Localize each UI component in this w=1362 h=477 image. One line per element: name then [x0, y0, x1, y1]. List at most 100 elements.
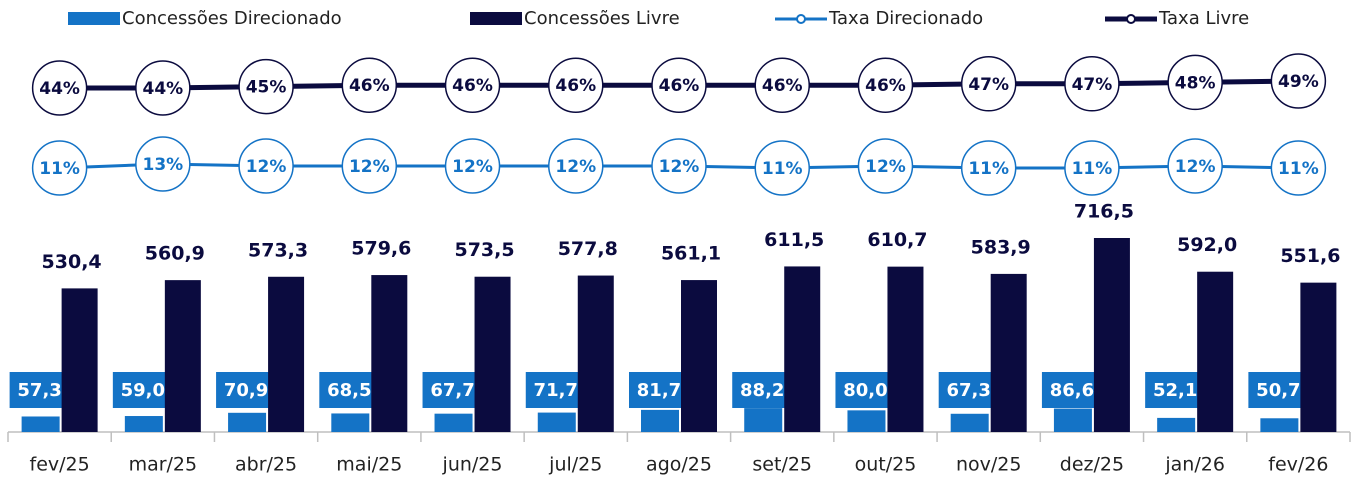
- data-label: 11%: [1072, 159, 1113, 179]
- data-label-box: [216, 372, 277, 408]
- x-tick-label: nov/25: [956, 454, 1022, 476]
- data-label: 592,0: [1177, 234, 1237, 256]
- data-label-box: [1248, 372, 1309, 408]
- marker: [754, 140, 810, 196]
- x-tick-label: mar/25: [129, 454, 198, 476]
- data-label: 530,4: [42, 251, 102, 273]
- legend-label: Concessões Livre: [524, 8, 680, 29]
- marker: [341, 57, 398, 113]
- data-label: 561,1: [661, 243, 721, 265]
- marker: [444, 138, 501, 194]
- data-label-box: [835, 372, 896, 408]
- data-label: 57,3: [17, 380, 61, 401]
- data-label: 67,7: [430, 380, 474, 401]
- data-label-box: [422, 372, 483, 408]
- legend-label: Taxa Livre: [1158, 8, 1249, 29]
- data-label: 50,7: [1256, 380, 1300, 401]
- bar: [124, 416, 163, 432]
- x-tick-label: jan/26: [1164, 454, 1225, 476]
- data-label-box: [525, 372, 586, 408]
- bar: [577, 275, 614, 432]
- marker: [238, 138, 294, 194]
- legend-swatch: [470, 12, 522, 25]
- data-label: 11%: [762, 159, 803, 179]
- marker: [1064, 56, 1120, 112]
- data-label: 13%: [142, 155, 183, 175]
- data-label: 716,5: [1074, 201, 1134, 223]
- bar: [1197, 271, 1234, 432]
- data-label: 44%: [39, 79, 80, 99]
- bar: [474, 276, 511, 432]
- bar: [1053, 408, 1092, 432]
- data-label: 12%: [555, 157, 596, 177]
- bar: [990, 273, 1027, 432]
- data-label-box: [1145, 372, 1206, 408]
- data-label: 551,6: [1280, 245, 1340, 267]
- data-label: 71,7: [534, 380, 578, 401]
- data-label-box: [112, 372, 173, 408]
- bar: [847, 410, 886, 432]
- x-tick-label: set/25: [752, 454, 812, 476]
- data-label: 610,7: [867, 229, 927, 251]
- x-tick-label: dez/25: [1060, 454, 1124, 476]
- data-label: 573,3: [248, 239, 308, 261]
- marker: [135, 60, 191, 116]
- legend-label: Concessões Direcionado: [122, 8, 342, 29]
- marker: [960, 56, 1017, 112]
- marker: [857, 57, 914, 113]
- data-label: 46%: [349, 76, 390, 96]
- bar: [164, 280, 201, 432]
- data-label: 47%: [1072, 75, 1113, 95]
- data-label-box: [732, 372, 793, 408]
- data-label: 44%: [142, 79, 183, 99]
- bar: [331, 413, 370, 432]
- bar: [537, 412, 576, 432]
- data-label-box: [629, 372, 689, 408]
- x-tick-label: out/25: [855, 454, 917, 476]
- data-label: 67,3: [946, 380, 990, 401]
- data-label: 12%: [246, 157, 287, 177]
- bar: [1260, 418, 1299, 432]
- data-label: 86,6: [1050, 380, 1094, 401]
- legend-swatch: [68, 12, 120, 25]
- marker: [857, 138, 914, 194]
- marker: [135, 136, 191, 192]
- data-label-box: [9, 372, 70, 408]
- data-label: 81,7: [637, 380, 681, 401]
- marker: [238, 58, 294, 115]
- legend-marker: [1126, 14, 1136, 24]
- x-tick-label: jul/25: [548, 454, 602, 476]
- marker: [651, 57, 707, 113]
- marker: [651, 138, 707, 194]
- bar: [268, 276, 305, 432]
- marker: [548, 57, 604, 113]
- data-label: 70,9: [224, 380, 268, 401]
- data-label-box: [1041, 372, 1102, 408]
- x-tick-label: jun/25: [442, 454, 503, 476]
- legend-label: Taxa Direcionado: [828, 8, 983, 29]
- data-label: 573,5: [454, 239, 514, 261]
- data-label: 12%: [865, 157, 906, 177]
- data-label: 46%: [865, 76, 906, 96]
- marker: [1064, 140, 1120, 196]
- bar: [1300, 282, 1337, 432]
- marker: [31, 60, 88, 116]
- bar: [21, 416, 60, 432]
- data-label: 46%: [659, 76, 700, 96]
- bar: [1093, 238, 1130, 432]
- data-label: 579,6: [351, 238, 411, 260]
- data-label-box: [938, 372, 999, 408]
- x-tick-label: mai/25: [336, 454, 402, 476]
- bar: [641, 409, 679, 432]
- marker: [960, 140, 1017, 196]
- data-label: 48%: [1175, 73, 1216, 93]
- legend-marker: [796, 14, 806, 24]
- data-label: 560,9: [145, 243, 205, 265]
- data-label: 47%: [968, 75, 1009, 95]
- marker: [754, 57, 810, 113]
- data-label: 46%: [555, 76, 596, 96]
- data-label: 12%: [659, 157, 700, 177]
- bar: [371, 275, 408, 432]
- marker: [1167, 54, 1223, 111]
